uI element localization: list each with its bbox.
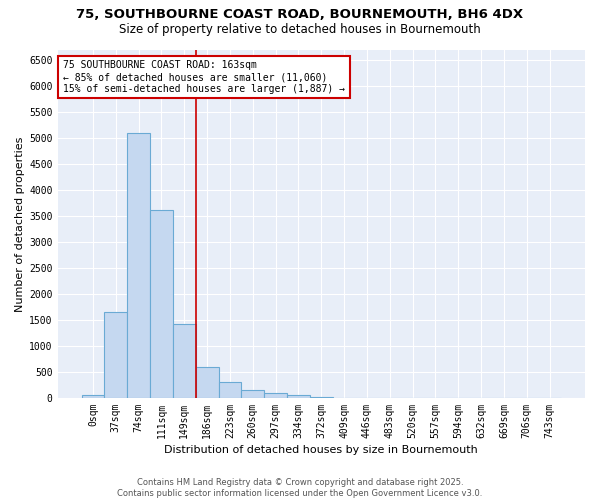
Text: 75, SOUTHBOURNE COAST ROAD, BOURNEMOUTH, BH6 4DX: 75, SOUTHBOURNE COAST ROAD, BOURNEMOUTH,… xyxy=(76,8,524,20)
Y-axis label: Number of detached properties: Number of detached properties xyxy=(15,136,25,312)
Bar xyxy=(310,397,332,398)
Bar xyxy=(127,133,150,398)
Bar xyxy=(150,210,173,398)
Text: Contains HM Land Registry data © Crown copyright and database right 2025.
Contai: Contains HM Land Registry data © Crown c… xyxy=(118,478,482,498)
Bar xyxy=(173,324,196,398)
Bar xyxy=(104,312,127,398)
Bar xyxy=(218,382,241,398)
Bar xyxy=(241,390,264,398)
Bar xyxy=(196,367,218,398)
X-axis label: Distribution of detached houses by size in Bournemouth: Distribution of detached houses by size … xyxy=(164,445,478,455)
Text: Size of property relative to detached houses in Bournemouth: Size of property relative to detached ho… xyxy=(119,22,481,36)
Text: 75 SOUTHBOURNE COAST ROAD: 163sqm
← 85% of detached houses are smaller (11,060)
: 75 SOUTHBOURNE COAST ROAD: 163sqm ← 85% … xyxy=(63,60,345,94)
Bar xyxy=(82,396,104,398)
Bar xyxy=(264,393,287,398)
Bar xyxy=(287,395,310,398)
